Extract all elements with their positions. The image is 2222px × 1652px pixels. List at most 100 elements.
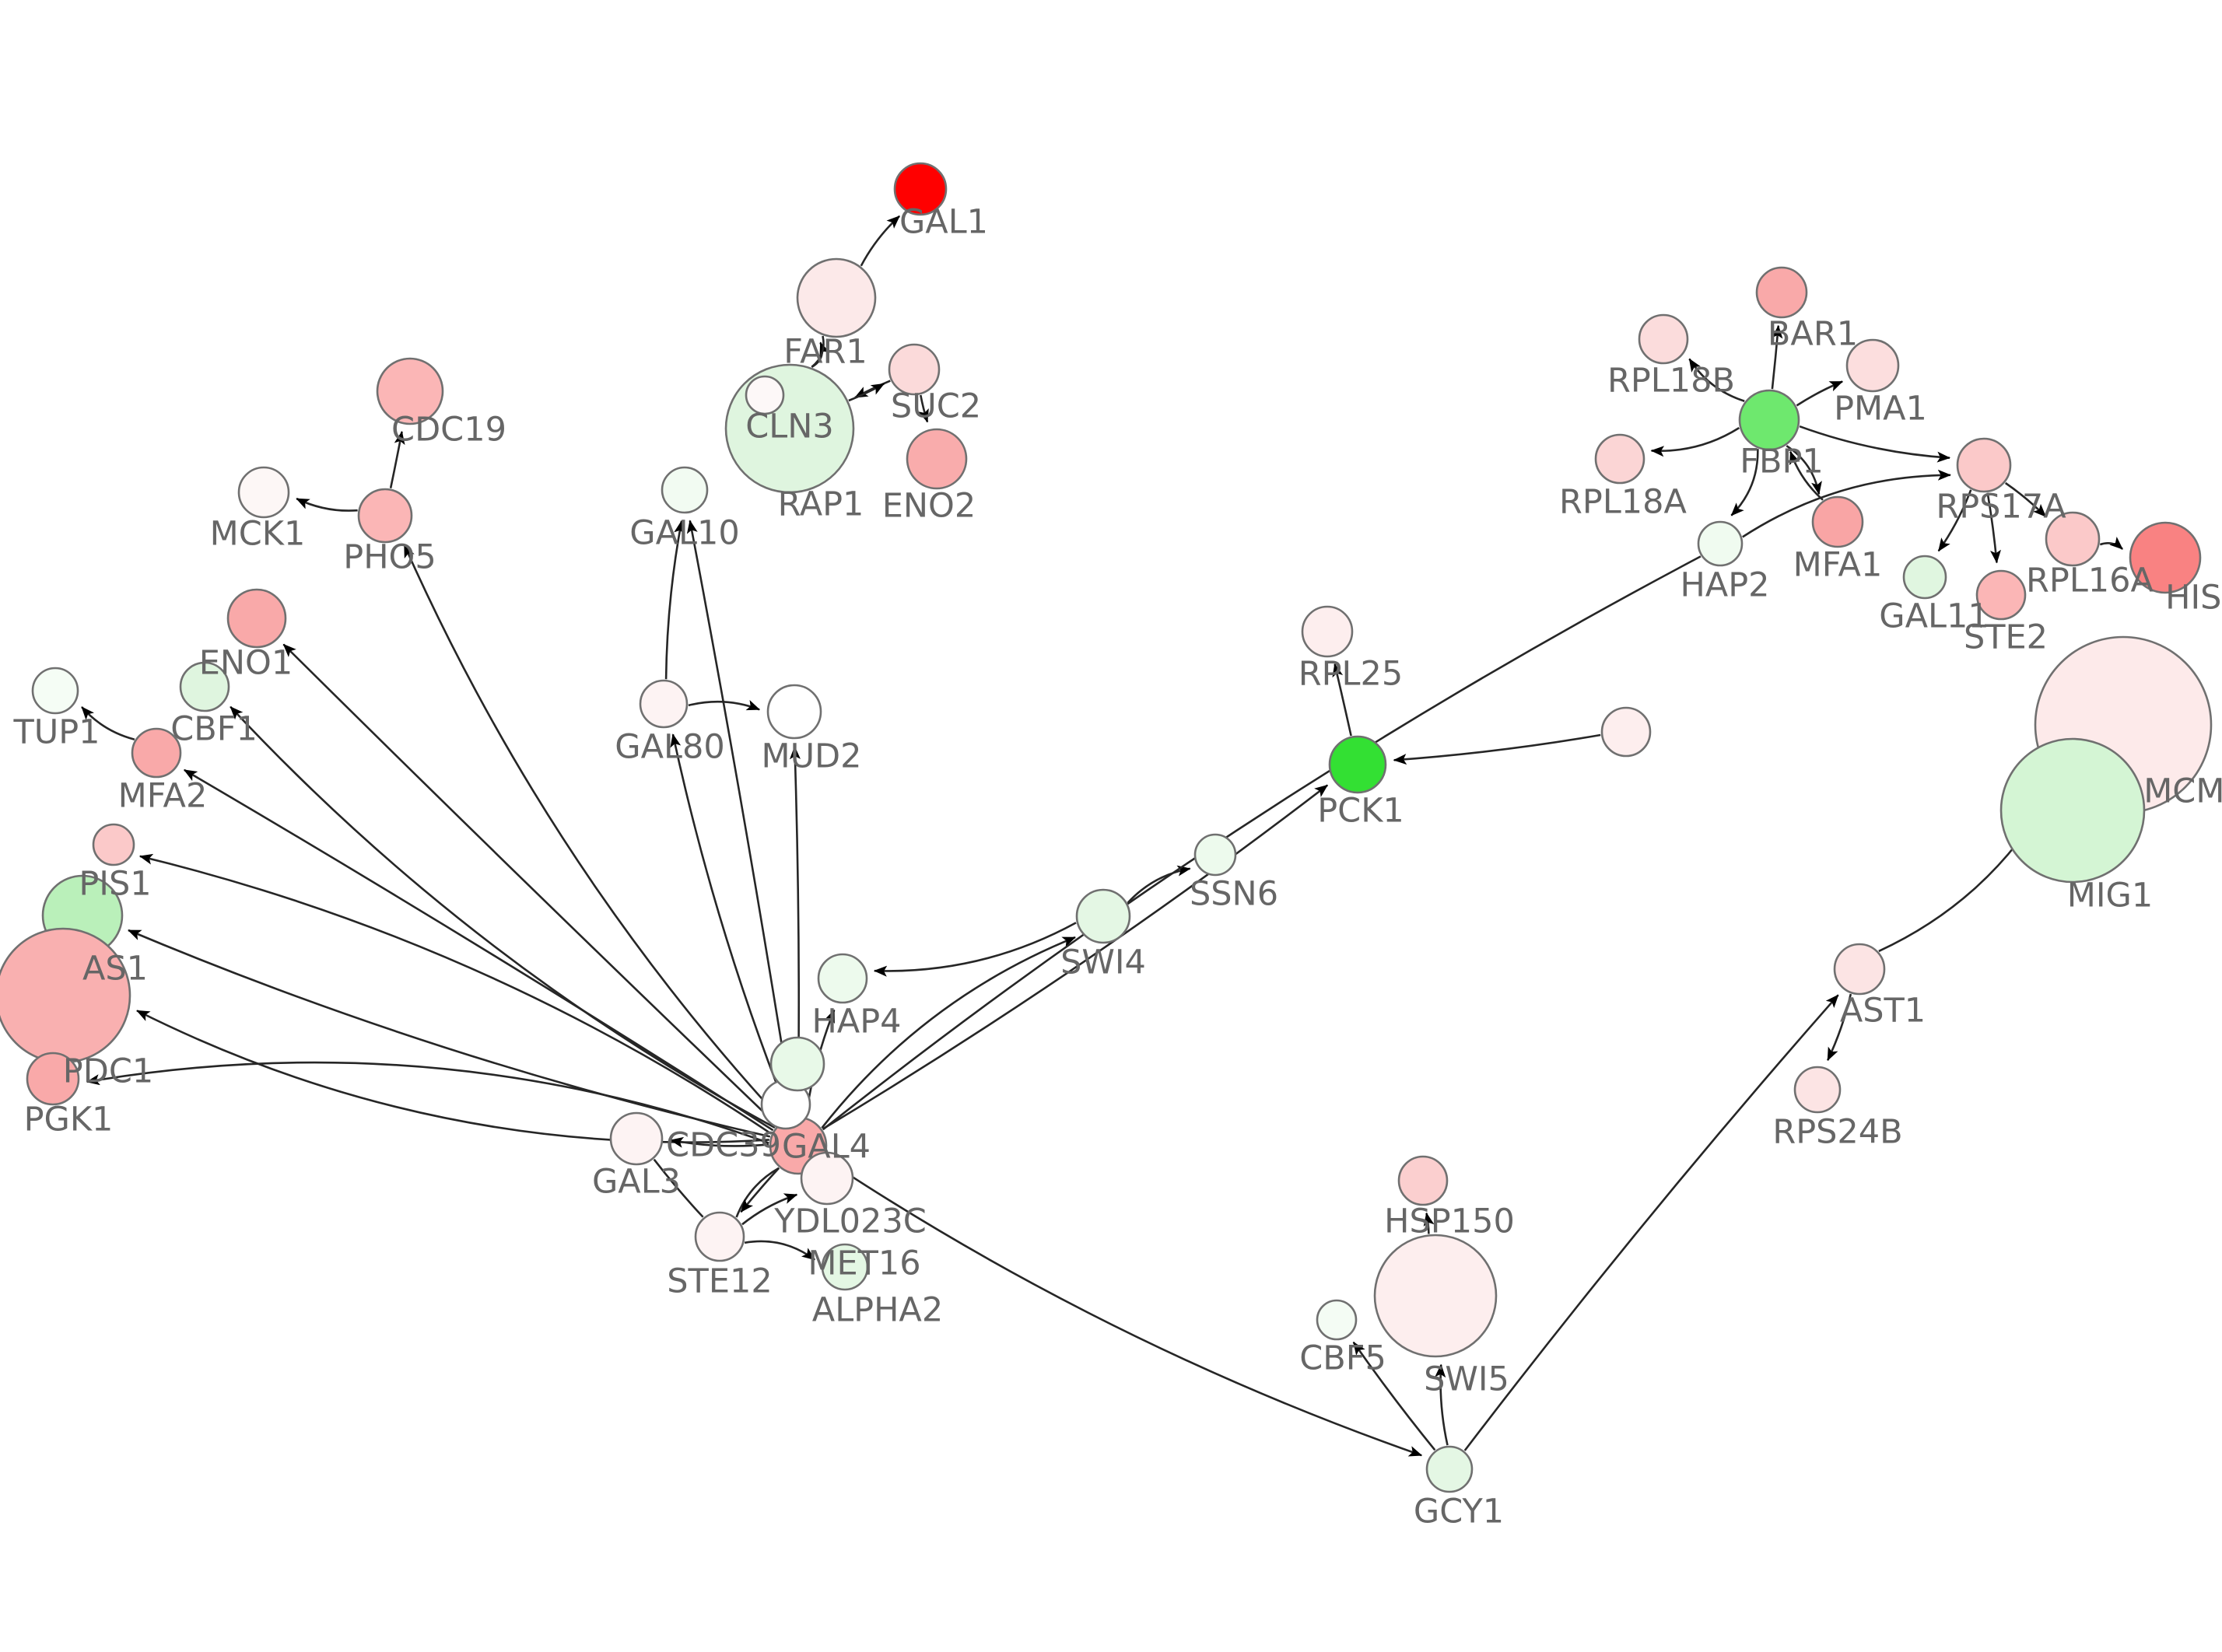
node-pgk1[interactable] — [26, 1052, 80, 1106]
edge-mfa2-to-tup1 — [81, 706, 135, 740]
node-gal80[interactable] — [639, 679, 689, 729]
node-label-alpha2: ALPHA2 — [812, 1291, 943, 1330]
node-hsp150[interactable] — [1397, 1155, 1449, 1206]
node-gal1[interactable] — [893, 162, 948, 216]
node-far1[interactable] — [796, 257, 877, 338]
node-eno2[interactable] — [906, 428, 968, 490]
node-pck1[interactable] — [1328, 735, 1387, 794]
node-label-fbp1: FBP1 — [1740, 443, 1824, 481]
node-label-pgk1: PGK1 — [24, 1101, 114, 1139]
edge-ste12-to-gal4 — [735, 1167, 780, 1218]
node-cbf1[interactable] — [179, 661, 230, 712]
node-gal3[interactable] — [609, 1111, 664, 1166]
node-tup1[interactable] — [31, 667, 79, 715]
node-label-tup1: TUP1 — [12, 713, 100, 752]
edge-far1-to-cln3 — [811, 335, 825, 368]
node-gal11[interactable] — [1902, 555, 1947, 600]
node-ydl023c[interactable] — [800, 1151, 854, 1206]
node-label-rpl18a: RPL18A — [1559, 483, 1687, 522]
edge-gal4-to-gal80 — [670, 733, 791, 1118]
node-cbf5[interactable] — [1316, 1299, 1358, 1341]
edge-gal4-to-mfa2 — [183, 768, 774, 1132]
node-rps24b[interactable] — [1793, 1066, 1842, 1114]
edge-pho5-to-cdc19 — [389, 430, 405, 488]
edge-gcy1-to-cbf5 — [1352, 1341, 1436, 1451]
edge-fbp1-to-rpl18a — [1650, 426, 1740, 457]
node-label-mud2: MUD2 — [761, 737, 861, 776]
node-hap4[interactable] — [817, 953, 868, 1004]
node-swi4[interactable] — [1075, 888, 1131, 944]
node-his4[interactable] — [2129, 521, 2202, 594]
node-label-eno1: ENO1 — [199, 644, 293, 683]
node-label-gal10: GAL10 — [629, 514, 739, 553]
node-label-ssn6: SSN6 — [1190, 875, 1278, 914]
node-mck1[interactable] — [237, 466, 290, 519]
node-label-mck1: MCK1 — [210, 515, 306, 554]
node-hap2[interactable] — [1697, 520, 1744, 567]
node-ssn6[interactable] — [1193, 833, 1237, 877]
edge-gal4-to-as1 — [128, 929, 771, 1138]
edge-gal4-to-pdc1 — [136, 1010, 769, 1143]
node-mfa2[interactable] — [131, 727, 182, 779]
node-mig1[interactable] — [1999, 737, 2146, 884]
node-label-eno2: ENO2 — [882, 487, 976, 526]
node-label-rps24b: RPS24B — [1772, 1113, 1902, 1152]
edge-far1-to-gal1 — [860, 215, 900, 267]
node-pis1[interactable] — [92, 823, 135, 866]
node-rps17a[interactable] — [1956, 437, 2012, 493]
node-label-pho5: PHO5 — [343, 538, 436, 577]
node-layer — [0, 162, 2213, 1493]
node-eno1[interactable] — [226, 588, 287, 649]
node-ste2[interactable] — [1975, 569, 2027, 621]
node-mfa1[interactable] — [1811, 495, 1864, 548]
edge-suc2-to-eno2 — [918, 394, 929, 423]
edge-ast1-to-rps24b — [1827, 993, 1852, 1062]
node-unlabeled-cln3in[interactable] — [745, 375, 785, 415]
node-cdc19[interactable] — [376, 357, 444, 425]
edge-gal3-to-ste12 — [653, 1158, 704, 1218]
node-alpha2[interactable] — [821, 1243, 869, 1291]
node-label-gal1: GAL1 — [899, 203, 988, 242]
edge-gal4-to-hap2 — [822, 555, 1702, 1131]
edge-gal4-to-pis1 — [138, 853, 772, 1135]
node-rpl25[interactable] — [1301, 605, 1354, 658]
node-pma1[interactable] — [1845, 338, 1900, 393]
node-label-rap1: RAP1 — [778, 485, 864, 524]
node-label-his4: HIS4 — [2165, 579, 2222, 618]
node-rpl16a[interactable] — [2045, 511, 2101, 567]
node-label-far1: FAR1 — [783, 333, 867, 372]
node-label-gal3: GAL3 — [592, 1163, 681, 1202]
node-ast1[interactable] — [1833, 943, 1886, 996]
edge-fbp1-to-pma1 — [1796, 380, 1844, 407]
node-rpl18a[interactable] — [1594, 433, 1645, 485]
node-rpl18b[interactable] — [1638, 313, 1689, 365]
node-unlabeled-gal4up[interactable] — [769, 1036, 825, 1092]
node-gcy1[interactable] — [1425, 1445, 1474, 1493]
node-label-swi5: SWI5 — [1424, 1360, 1509, 1399]
edge-ste12-to-ydl023c — [741, 1193, 798, 1226]
node-label-mfa2: MFA2 — [118, 777, 208, 816]
edge-fbp1-to-rps17a — [1799, 425, 1951, 463]
edge-gal4-to-gcy1 — [824, 1157, 1423, 1457]
node-swi5[interactable] — [1373, 1234, 1498, 1358]
node-pho5[interactable] — [357, 488, 413, 544]
node-ste12[interactable] — [694, 1211, 745, 1262]
node-mud2[interactable] — [766, 684, 822, 740]
node-suc2[interactable] — [888, 343, 941, 396]
node-gal10[interactable] — [661, 466, 709, 514]
node-label-ste2: STE2 — [1964, 618, 2048, 657]
node-label-met16: MET16 — [808, 1244, 920, 1283]
node-label-hsp150: HSP150 — [1384, 1202, 1515, 1241]
node-label-suc2: SUC2 — [891, 387, 981, 426]
node-label-rpl18b: RPL18B — [1607, 362, 1735, 401]
node-unlabeled-pcksrc[interactable] — [1600, 706, 1652, 758]
node-fbp1[interactable] — [1738, 389, 1800, 451]
node-label-rps17a: RPS17A — [1936, 488, 2066, 527]
node-bar1[interactable] — [1755, 266, 1808, 319]
edge-gal4-to-gal3 — [669, 1136, 769, 1148]
node-label-gal4: GAL4 — [782, 1128, 871, 1167]
edge-fbp1-to-rpl18b — [1688, 358, 1745, 402]
node-label-cdc19: CDC19 — [391, 411, 506, 450]
